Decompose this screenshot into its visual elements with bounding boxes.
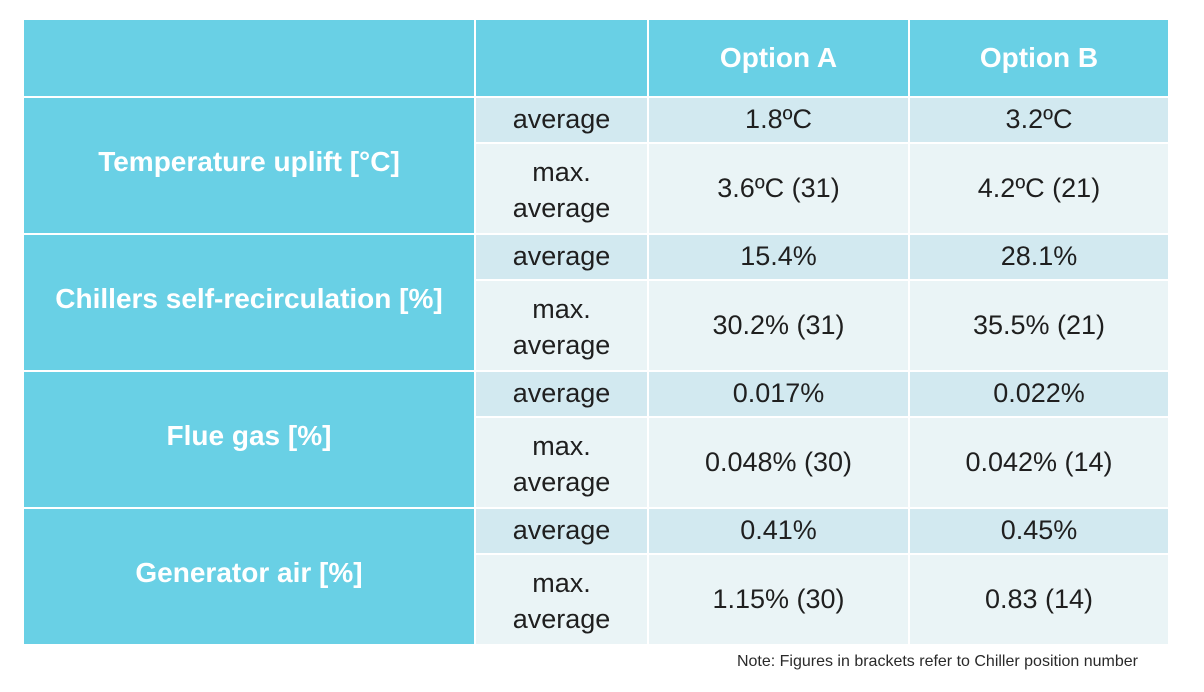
option-a-max-value: 1.15% (30) [649,555,908,644]
max-label-text: max. average [512,568,611,634]
row-label-average: average [476,235,647,279]
option-b-average-value: 28.1% [910,235,1168,279]
header-blank-cell [24,20,474,96]
row-label-max-average: max. average [476,144,647,233]
row-label-average: average [476,98,647,142]
option-a-average-value: 1.8ºC [649,98,908,142]
max-label-text: max. average [512,431,611,497]
option-b-max-value: 0.83 (14) [910,555,1168,644]
option-b-average-value: 3.2ºC [910,98,1168,142]
comparison-table: Option A Option B Temperature uplift [°C… [24,20,1168,644]
header-option-a: Option A [649,20,908,96]
option-b-max-value: 35.5% (21) [910,281,1168,370]
option-a-max-value: 3.6ºC (31) [649,144,908,233]
category-chillers-self-recirculation: Chillers self-recirculation [%] [24,235,474,370]
category-temperature-uplift: Temperature uplift [°C] [24,98,474,233]
option-a-max-value: 0.048% (30) [649,418,908,507]
category-generator-air: Generator air [%] [24,509,474,644]
max-label-text: max. average [512,294,611,360]
option-a-average-value: 15.4% [649,235,908,279]
footnote: Note: Figures in brackets refer to Chill… [736,653,1138,670]
category-flue-gas: Flue gas [%] [24,372,474,507]
row-label-average: average [476,509,647,553]
row-label-average: average [476,372,647,416]
option-b-max-value: 0.042% (14) [910,418,1168,507]
option-a-average-value: 0.017% [649,372,908,416]
row-label-max-average: max. average [476,555,647,644]
max-label-text: max. average [512,157,611,223]
header-option-b: Option B [910,20,1168,96]
option-b-average-value: 0.45% [910,509,1168,553]
option-a-average-value: 0.41% [649,509,908,553]
row-label-max-average: max. average [476,281,647,370]
option-b-max-value: 4.2ºC (21) [910,144,1168,233]
option-b-average-value: 0.022% [910,372,1168,416]
header-blank-cell-2 [476,20,647,96]
row-label-max-average: max. average [476,418,647,507]
option-a-max-value: 30.2% (31) [649,281,908,370]
